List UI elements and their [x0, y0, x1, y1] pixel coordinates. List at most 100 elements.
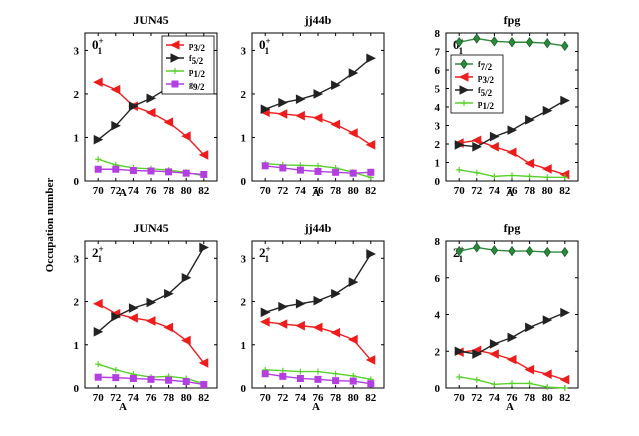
- data-point: [349, 169, 357, 177]
- y-tick-label: 2: [241, 297, 247, 309]
- data-point: [181, 335, 191, 346]
- data-point: [525, 245, 534, 257]
- data-point: [93, 134, 104, 145]
- y-tick-label: 0: [241, 176, 247, 188]
- x-axis-label-top-row: A: [119, 187, 127, 199]
- data-point: [295, 298, 306, 309]
- data-point: [489, 131, 500, 142]
- data-point: [200, 381, 208, 389]
- data-point: [490, 244, 499, 256]
- x-tick-label: 74: [295, 392, 307, 404]
- data-point: [261, 370, 269, 378]
- data-point: [561, 174, 568, 181]
- x-tick-label: 82: [198, 185, 210, 197]
- data-point: [129, 374, 137, 382]
- legend-marker: [461, 100, 467, 106]
- data-point: [260, 307, 271, 318]
- data-point: [313, 295, 324, 306]
- x-axis-label-top-row: A: [506, 187, 514, 199]
- data-point: [277, 319, 288, 329]
- state-label: 2+ 1: [92, 244, 104, 264]
- x-tick-label: 80: [348, 185, 360, 197]
- x-tick-label: 70: [93, 185, 105, 197]
- data-point: [181, 131, 191, 141]
- data-point: [332, 168, 340, 176]
- x-tick-label: 72: [471, 185, 483, 197]
- data-point: [147, 167, 155, 175]
- chart-panel-1: JUN45 0+ 1 70 72 74 76 78 80 82 0 1 2 3 p3/2f5/2p1/2g9…: [74, 13, 218, 197]
- chart-panel-5: jj44b 2+ 1 70 72 74 76 78 80 82 0 1 2 3: [241, 221, 385, 404]
- data-point: [509, 380, 515, 387]
- legend-marker: [170, 53, 181, 63]
- x-tick-label: 74: [295, 185, 307, 197]
- x-axis-label-top-row: A: [312, 187, 320, 199]
- data-point: [198, 358, 209, 368]
- data-point: [471, 135, 482, 146]
- legend-entry: f5/2: [189, 54, 204, 66]
- x-tick-label: 82: [559, 185, 571, 197]
- x-tick-label: 76: [507, 185, 519, 197]
- legend: f7/2p3/2f5/2p1/2: [450, 54, 504, 114]
- data-point: [473, 376, 480, 383]
- plot-frame: [251, 240, 385, 389]
- data-point: [261, 162, 269, 170]
- x-tick-label: 80: [542, 392, 554, 404]
- data-point: [129, 167, 137, 175]
- legend-entry: p1/2: [478, 99, 494, 111]
- data-point: [508, 37, 516, 48]
- y-axis-label: Occupation number: [44, 178, 56, 273]
- data-point: [348, 68, 359, 78]
- data-point: [526, 380, 533, 387]
- y-tick-label: 3: [435, 121, 441, 133]
- data-point: [348, 128, 358, 138]
- data-point: [146, 93, 157, 104]
- data-point: [278, 301, 288, 312]
- x-tick-label: 80: [348, 392, 360, 404]
- state-label: 0+ 1: [259, 36, 271, 56]
- data-point: [112, 374, 120, 382]
- data-point: [366, 249, 376, 259]
- x-tick-label: 72: [277, 185, 289, 197]
- legend: p3/2f5/2p1/2g9/2: [161, 35, 215, 95]
- y-tick-label: 4: [435, 102, 441, 114]
- data-point: [314, 167, 322, 175]
- y-tick-label: 1: [74, 340, 80, 352]
- data-point: [147, 375, 155, 383]
- data-point: [332, 370, 339, 377]
- data-point: [295, 110, 305, 121]
- data-point: [473, 242, 481, 253]
- x-tick-label: 80: [181, 185, 193, 197]
- x-tick-label: 78: [524, 392, 536, 404]
- x-tick-label: 74: [128, 392, 140, 404]
- data-point: [111, 311, 121, 322]
- y-tick-label: 2: [241, 89, 247, 101]
- y-tick-label: 2: [74, 89, 80, 101]
- y-tick-label: 0: [435, 176, 441, 188]
- panel-title: JUN45: [133, 221, 168, 235]
- data-point: [348, 334, 358, 345]
- x-tick-label: 74: [489, 392, 501, 404]
- data-point: [544, 174, 551, 181]
- data-point: [198, 150, 209, 160]
- data-point: [181, 272, 192, 283]
- data-point: [365, 355, 376, 365]
- data-point: [200, 170, 208, 178]
- y-tick-label: 5: [435, 84, 441, 96]
- data-point: [111, 120, 121, 131]
- x-tick-label: 76: [146, 392, 158, 404]
- data-point: [489, 339, 500, 349]
- x-tick-label: 80: [542, 185, 554, 197]
- x-tick-label: 82: [365, 392, 377, 404]
- x-tick-label: 72: [277, 392, 289, 404]
- data-point: [507, 125, 518, 135]
- panel-title: jj44b: [304, 221, 332, 235]
- data-point: [525, 322, 535, 333]
- panel-title: fpg: [504, 13, 521, 27]
- data-point: [543, 37, 551, 49]
- data-point: [313, 89, 324, 99]
- data-point: [456, 373, 463, 380]
- data-point: [145, 316, 156, 326]
- y-tick-label: 2: [435, 139, 441, 151]
- data-point: [491, 381, 498, 388]
